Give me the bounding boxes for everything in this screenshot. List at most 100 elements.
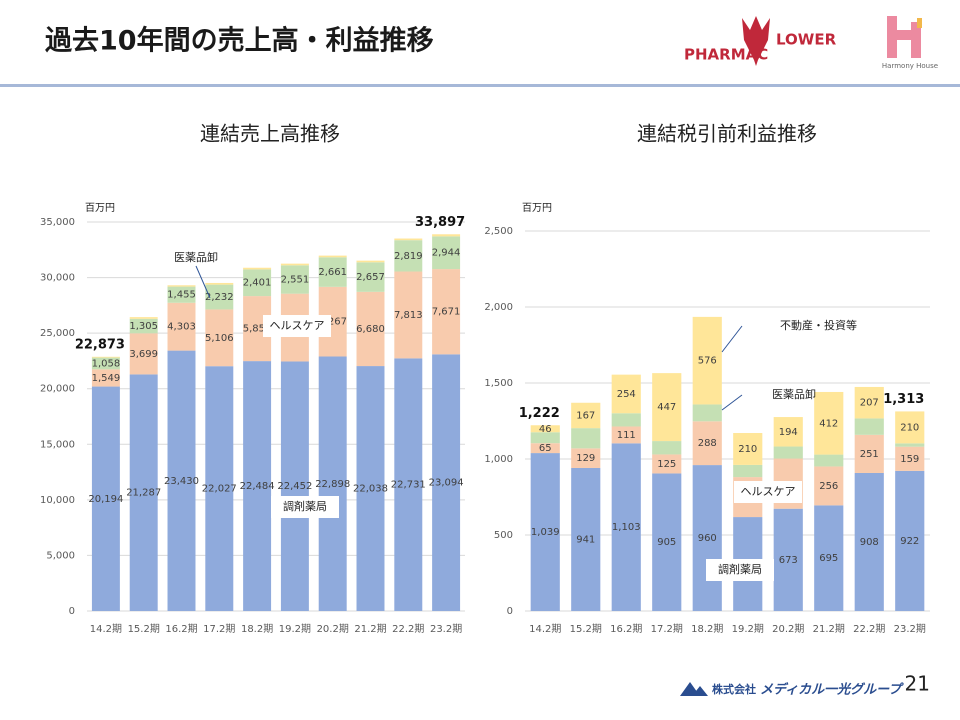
y-unit: 百万円 bbox=[522, 202, 552, 214]
y-tick-label: 30,000 bbox=[40, 273, 75, 284]
y-tick-label: 1,500 bbox=[484, 378, 513, 389]
value-label: 1,058 bbox=[92, 358, 121, 369]
value-label: 22,452 bbox=[277, 481, 312, 492]
flower-icon bbox=[742, 16, 770, 66]
x-tick-label: 15.2期 bbox=[570, 623, 602, 635]
x-tick-label: 23.2期 bbox=[430, 623, 462, 635]
bar-segment bbox=[129, 317, 158, 319]
bar-segment bbox=[432, 236, 461, 270]
bar-segment bbox=[895, 443, 925, 447]
value-label: 5,850 bbox=[243, 324, 272, 335]
bar-segment bbox=[773, 446, 803, 459]
series-callout: 医薬品卸 bbox=[174, 250, 218, 264]
series-callout: 調剤薬局 bbox=[718, 562, 762, 576]
bar-segment bbox=[814, 454, 844, 467]
bar-segment bbox=[243, 267, 272, 270]
chart-title: 連結税引前利益推移 bbox=[637, 122, 817, 146]
y-tick-label: 0 bbox=[69, 606, 75, 617]
value-label: 1,039 bbox=[531, 527, 560, 538]
bar-segment bbox=[167, 350, 196, 611]
bar-segment bbox=[571, 402, 601, 429]
x-tick-label: 19.2期 bbox=[279, 623, 311, 635]
bar-segment bbox=[854, 386, 884, 419]
bar-segment bbox=[571, 448, 601, 468]
logo-text: LOWER bbox=[776, 31, 837, 49]
harmony-accent bbox=[917, 18, 922, 28]
value-label: 3,699 bbox=[129, 349, 158, 360]
x-tick-label: 18.2期 bbox=[241, 623, 273, 635]
value-label: 20,194 bbox=[88, 494, 123, 505]
value-label: 167 bbox=[576, 410, 595, 421]
bar-segment bbox=[611, 413, 641, 427]
bar-segment bbox=[854, 472, 884, 611]
value-label: 7,671 bbox=[432, 307, 461, 318]
bar-segment bbox=[611, 443, 641, 611]
bar-segment bbox=[356, 291, 385, 367]
bar-segment bbox=[356, 260, 385, 263]
total-label: 33,897 bbox=[415, 215, 465, 230]
value-label: 254 bbox=[617, 389, 636, 400]
bar-segment bbox=[571, 467, 601, 611]
bar-segment bbox=[692, 465, 722, 611]
bar-segment bbox=[733, 464, 763, 478]
bar-segment bbox=[129, 333, 158, 375]
bar-segment bbox=[530, 443, 560, 454]
bar-segment bbox=[318, 356, 347, 611]
value-label: 207 bbox=[860, 398, 879, 409]
value-label: 2,401 bbox=[243, 278, 272, 289]
value-label: 23,094 bbox=[429, 478, 464, 489]
value-label: 210 bbox=[900, 422, 919, 433]
bar-segment bbox=[530, 425, 560, 433]
value-label: 210 bbox=[738, 444, 757, 455]
bar-segment bbox=[895, 411, 925, 444]
value-label: 159 bbox=[900, 454, 919, 465]
bar-segment bbox=[243, 269, 272, 297]
bar-segment bbox=[652, 373, 682, 442]
value-label: 22,484 bbox=[240, 481, 275, 492]
x-tick-label: 17.2期 bbox=[651, 623, 683, 635]
bar-segment bbox=[652, 454, 682, 474]
value-label: 23,430 bbox=[164, 476, 199, 487]
value-label: 129 bbox=[576, 453, 595, 464]
bar-segment bbox=[814, 505, 844, 611]
value-label: 941 bbox=[576, 534, 595, 545]
x-tick-label: 21.2期 bbox=[813, 623, 845, 635]
bar-segment bbox=[394, 240, 423, 272]
series-callout: 医薬品卸 bbox=[772, 387, 816, 401]
series-callout: 調剤薬局 bbox=[283, 499, 327, 513]
bar-segment bbox=[773, 417, 803, 447]
bar-segment bbox=[895, 470, 925, 611]
bar-segment bbox=[356, 366, 385, 611]
x-tick-label: 21.2期 bbox=[354, 623, 386, 635]
value-label: 695 bbox=[819, 553, 838, 564]
bar-segment bbox=[394, 238, 423, 241]
bar-segment bbox=[733, 433, 763, 465]
bar-segment bbox=[91, 356, 120, 358]
x-tick-label: 20.2期 bbox=[317, 623, 349, 635]
bar-segment bbox=[652, 473, 682, 611]
y-tick-label: 2,500 bbox=[484, 226, 513, 237]
value-label: 2,819 bbox=[394, 251, 423, 262]
series-callout: ヘルスケア bbox=[741, 485, 796, 498]
total-label: 1,313 bbox=[883, 392, 924, 407]
callout-leader bbox=[721, 394, 743, 411]
y-tick-label: 10,000 bbox=[40, 495, 75, 506]
bar-segment bbox=[167, 302, 196, 351]
bar-segment bbox=[692, 404, 722, 422]
value-label: 21,287 bbox=[126, 488, 161, 499]
callout-box bbox=[734, 481, 802, 503]
series-callout: 不動産・投資等 bbox=[780, 318, 857, 332]
value-label: 922 bbox=[900, 536, 919, 547]
harmony-icon bbox=[887, 16, 921, 58]
value-label: 576 bbox=[698, 356, 717, 367]
value-label: 1,103 bbox=[612, 522, 641, 533]
bar-segment bbox=[530, 432, 560, 444]
bar-segment bbox=[854, 418, 884, 435]
value-label: 412 bbox=[819, 418, 838, 429]
bar-segment bbox=[318, 257, 347, 287]
bar-segment bbox=[280, 265, 309, 294]
value-label: 22,898 bbox=[315, 479, 350, 490]
x-tick-label: 18.2期 bbox=[691, 623, 723, 635]
total-label: 1,222 bbox=[519, 406, 560, 421]
header-rule bbox=[0, 84, 960, 87]
